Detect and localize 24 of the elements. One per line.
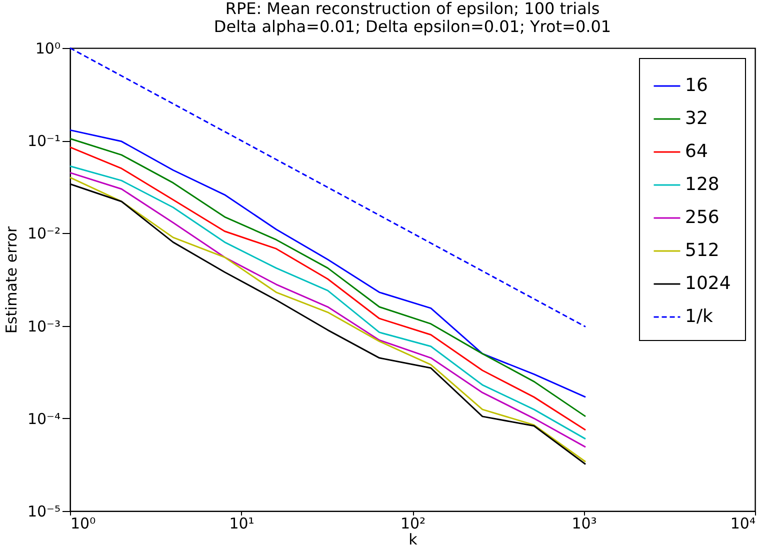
chart-subtitle: Delta alpha=0.01; Delta epsilon=0.01; Yrot=0.01 bbox=[214, 17, 612, 36]
x-tick-label: 10¹ bbox=[229, 514, 254, 532]
line-series bbox=[69, 47, 586, 328]
x-axis-title: k bbox=[408, 530, 418, 548]
y-tick-label: 10⁻¹ bbox=[27, 132, 60, 150]
legend-label: 16 bbox=[685, 75, 708, 96]
x-tick-label: 10³ bbox=[572, 514, 597, 532]
y-tick-label: 10⁻⁵ bbox=[27, 502, 60, 520]
legend-label: 32 bbox=[685, 108, 708, 129]
y-tick-label: 10⁻² bbox=[27, 224, 60, 243]
x-tick-label: 10² bbox=[400, 514, 426, 532]
legend-label: 512 bbox=[685, 240, 720, 261]
legend-label: 1024 bbox=[685, 273, 731, 294]
legend-label: 128 bbox=[685, 174, 720, 195]
chart-title: RPE: Mean reconstruction of epsilon; 100 trials bbox=[225, 0, 600, 18]
legend-label: 1/k bbox=[685, 306, 714, 327]
y-tick-label: 10⁰ bbox=[35, 40, 60, 58]
legend-label: 256 bbox=[685, 207, 720, 228]
y-tick-label: 10⁻⁴ bbox=[27, 410, 60, 428]
y-tick-label: 10⁻³ bbox=[27, 317, 60, 336]
x-tick-label: 10⁴ bbox=[730, 514, 756, 532]
x-tick-label: 10⁰ bbox=[70, 514, 96, 532]
y-axis-title: Estimate error bbox=[2, 226, 20, 334]
legend-label: 64 bbox=[685, 141, 708, 162]
